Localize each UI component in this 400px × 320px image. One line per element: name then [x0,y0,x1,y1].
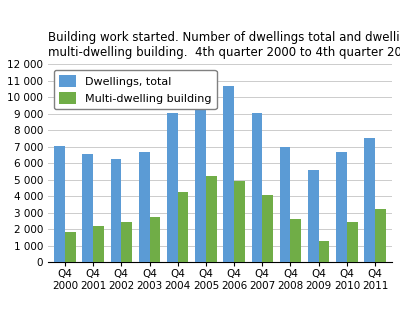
Bar [167,113,178,262]
Bar [139,152,150,262]
Bar [347,222,358,262]
Bar [65,232,76,262]
Bar [308,170,319,262]
Bar [290,220,301,262]
Bar [93,226,104,262]
Bar [234,180,245,262]
Bar [206,176,217,262]
Legend: Dwellings, total, Multi-dwelling building: Dwellings, total, Multi-dwelling buildin… [54,69,217,109]
Bar [82,154,93,262]
Bar [336,152,347,262]
Bar [375,209,386,262]
Bar [223,86,234,262]
Bar [195,94,206,262]
Bar [262,195,273,262]
Bar [319,241,330,262]
Bar [150,217,160,262]
Bar [54,146,65,262]
Bar [252,113,262,262]
Bar [110,159,121,262]
Bar [280,147,290,262]
Bar [121,222,132,262]
Bar [364,139,375,262]
Bar [178,192,188,262]
Text: Building work started. Number of dwellings total and dwellings in
multi-dwelling: Building work started. Number of dwellin… [48,31,400,60]
